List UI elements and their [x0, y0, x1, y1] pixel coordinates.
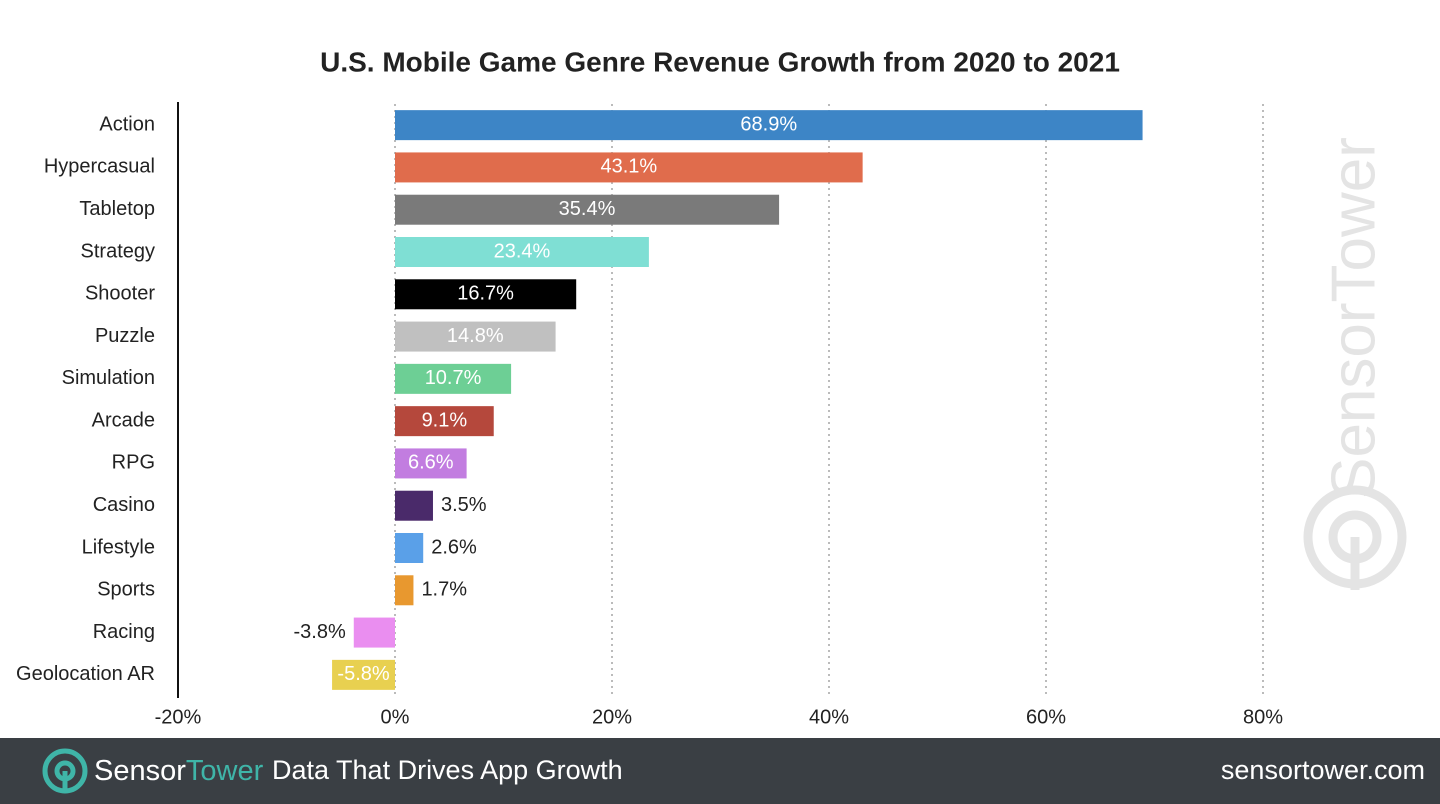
- x-tick-label: -20%: [155, 706, 202, 728]
- value-label: 1.7%: [421, 579, 467, 601]
- x-tick-label: 60%: [1026, 706, 1066, 728]
- watermark-logo: [1303, 485, 1407, 590]
- y-tick-label: Simulation: [62, 367, 155, 389]
- bar: [395, 448, 467, 479]
- bar: [332, 659, 395, 690]
- value-label: 16.7%: [457, 283, 514, 305]
- y-tick-label: RPG: [112, 452, 155, 474]
- value-label: 35.4%: [559, 198, 616, 220]
- bar: [395, 533, 424, 563]
- y-tick-label: Action: [99, 113, 155, 135]
- value-label: 14.8%: [447, 325, 504, 347]
- bar: [395, 152, 863, 183]
- bar: [395, 575, 414, 606]
- value-label: -3.8%: [294, 621, 346, 643]
- bar: [395, 279, 577, 310]
- value-label: 2.6%: [431, 536, 477, 558]
- brand-part: Tower: [186, 755, 264, 787]
- bar: [395, 490, 433, 521]
- y-tick-label: Hypercasual: [44, 156, 155, 178]
- value-label: -5.8%: [337, 663, 389, 685]
- x-tick-label: 40%: [809, 706, 849, 728]
- value-label: 23.4%: [494, 240, 551, 262]
- bar: [395, 321, 556, 352]
- watermark: SensorTower: [1319, 137, 1388, 499]
- value-label: 10.7%: [425, 367, 482, 389]
- bar: [395, 406, 494, 437]
- value-label: 43.1%: [600, 156, 657, 178]
- bar: [395, 237, 649, 267]
- footer-band: [0, 738, 1440, 804]
- bar: [395, 110, 1143, 141]
- bar: [395, 194, 780, 225]
- value-label: 3.5%: [441, 494, 487, 516]
- footer-url: sensortower.com: [1221, 755, 1425, 785]
- y-tick-label: Lifestyle: [82, 536, 155, 558]
- x-tick-label: 80%: [1243, 706, 1283, 728]
- y-tick-label: Sports: [97, 579, 155, 601]
- value-label: 6.6%: [408, 452, 454, 474]
- footer-logo: [42, 748, 88, 794]
- y-tick-label: Strategy: [81, 240, 155, 262]
- y-tick-label: Racing: [93, 621, 155, 643]
- footer-brand: SensorTower: [94, 755, 264, 787]
- y-tick-label: Shooter: [85, 283, 155, 305]
- brand-part: Sensor: [94, 755, 186, 787]
- chart-title: U.S. Mobile Game Genre Revenue Growth fr…: [320, 46, 1120, 77]
- value-label: 9.1%: [422, 409, 468, 431]
- value-label: 68.9%: [740, 113, 797, 135]
- x-tick-label: 0%: [381, 706, 410, 728]
- footer-tagline: Data That Drives App Growth: [272, 755, 623, 785]
- y-tick-label: Puzzle: [95, 325, 155, 347]
- bar: [395, 363, 512, 394]
- y-tick-label: Casino: [93, 494, 155, 516]
- y-tick-label: Geolocation AR: [16, 663, 155, 685]
- bar: [353, 617, 395, 648]
- x-tick-label: 20%: [592, 706, 632, 728]
- y-tick-label: Tabletop: [79, 198, 155, 220]
- y-tick-label: Arcade: [92, 409, 155, 431]
